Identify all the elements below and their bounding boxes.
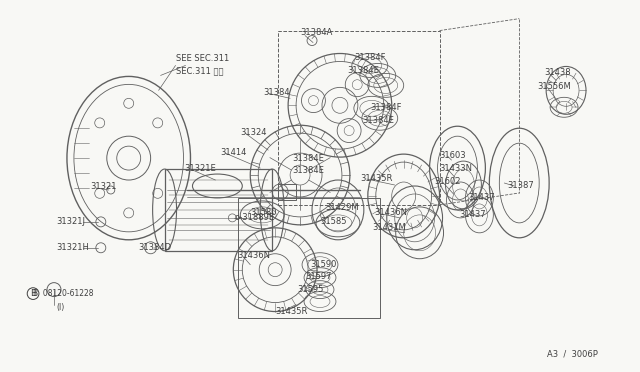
Text: 31435R: 31435R: [275, 307, 308, 316]
Text: B: B: [30, 289, 36, 298]
Text: 31590: 31590: [310, 260, 337, 269]
Bar: [278, 184, 296, 200]
Text: 31384E: 31384E: [347, 66, 379, 75]
Text: 31384E: 31384E: [292, 166, 324, 174]
Text: 31433N: 31433N: [440, 164, 472, 173]
Text: 31384F: 31384F: [370, 103, 401, 112]
Text: 31321: 31321: [90, 183, 116, 192]
Text: SEC.311 参図: SEC.311 参図: [175, 66, 223, 75]
Text: 31437: 31437: [468, 193, 495, 202]
Text: 31384F: 31384F: [354, 53, 385, 62]
Text: (Ⅰ): (Ⅰ): [56, 303, 64, 312]
Text: SEE SEC.311: SEE SEC.311: [175, 54, 228, 63]
Text: 31580: 31580: [250, 208, 276, 217]
Text: 31438: 31438: [544, 68, 571, 77]
Bar: [278, 31, 440, 205]
Text: 31429M: 31429M: [325, 203, 358, 212]
Text: A3  /  3006P: A3 / 3006P: [547, 350, 598, 359]
Text: 31321H: 31321H: [56, 243, 89, 252]
Text: 31585: 31585: [320, 217, 346, 227]
Text: 31436N: 31436N: [237, 251, 270, 260]
Text: 31414: 31414: [220, 148, 247, 157]
Text: 31556M: 31556M: [537, 82, 571, 91]
Text: 31321J: 31321J: [56, 217, 85, 227]
Text: 31384E: 31384E: [362, 116, 394, 125]
Text: B  08120-61228: B 08120-61228: [33, 289, 93, 298]
Text: 31321E: 31321E: [184, 164, 216, 173]
Text: 31436N: 31436N: [375, 208, 408, 217]
Text: 31595: 31595: [297, 285, 323, 294]
Text: 31387: 31387: [508, 180, 534, 189]
Text: 31435R: 31435R: [360, 173, 392, 183]
Text: 31602: 31602: [435, 177, 461, 186]
Text: 31603: 31603: [440, 151, 466, 160]
Bar: [238, 198, 380, 318]
Text: 31384E: 31384E: [292, 154, 324, 163]
Text: 31431M: 31431M: [372, 223, 406, 232]
Text: 31384A: 31384A: [300, 28, 332, 37]
Bar: [164, 169, 272, 251]
Text: 31437: 31437: [460, 211, 486, 219]
Text: 31597: 31597: [305, 272, 332, 281]
Text: 31384D: 31384D: [139, 243, 172, 252]
Text: 31324: 31324: [240, 128, 267, 137]
Text: 31384: 31384: [263, 88, 290, 97]
Text: o-31889E: o-31889E: [234, 214, 275, 222]
